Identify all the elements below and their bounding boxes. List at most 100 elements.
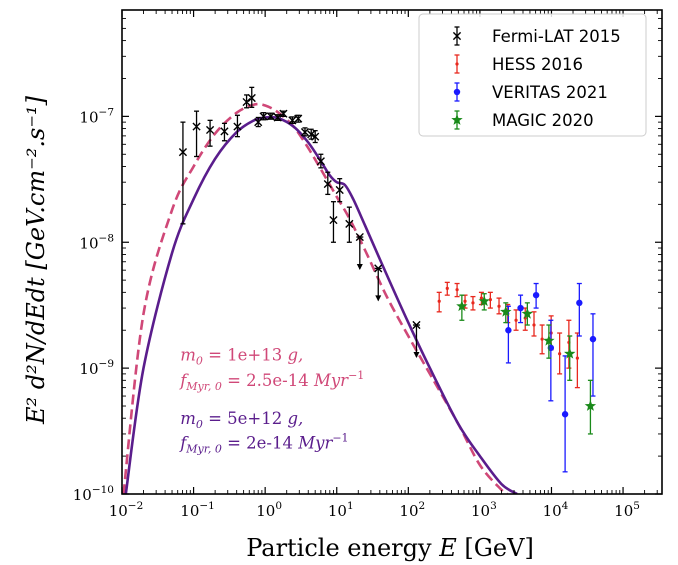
annot-dashed-m0: m0 = 1e+13 g,	[180, 345, 303, 367]
tick-base: 10	[471, 502, 490, 520]
data-point	[192, 110, 201, 158]
legend-entry: HESS 2016	[454, 54, 583, 74]
point-marker	[279, 109, 288, 118]
tick-base: 10	[109, 502, 128, 520]
point-marker	[247, 93, 256, 103]
data-point	[513, 309, 519, 331]
series-hess-2016	[436, 281, 580, 389]
tick-exponent: −9	[99, 358, 114, 370]
point-marker	[437, 299, 441, 303]
x-tick-label: 10−2	[109, 500, 144, 520]
point-marker	[259, 112, 268, 121]
legend: Fermi-LAT 2015 HESS 2016 VERITAS 2021 MAGIC…	[418, 13, 647, 137]
point-marker	[558, 352, 562, 356]
point-marker	[412, 320, 421, 330]
data-point	[531, 311, 537, 337]
annot-symbol: m	[180, 345, 196, 364]
legend-box	[418, 13, 647, 137]
legend-marker	[455, 62, 459, 66]
point-marker	[456, 300, 468, 312]
series-fermi-lat-2015	[178, 86, 421, 359]
tick-base: 10	[328, 502, 347, 520]
data-point	[564, 335, 576, 381]
data-point	[561, 355, 569, 473]
point-marker	[273, 113, 282, 122]
annot-superscript: −1	[348, 369, 364, 382]
x-axis-label: Particle energy E [GeV]	[246, 534, 534, 562]
legend-marker	[451, 114, 463, 125]
annot-dashed-f: fMyr, 0 = 2.5e-14 Myr−1	[178, 369, 364, 393]
data-point	[584, 379, 597, 435]
model-dashed-curve	[122, 102, 508, 494]
annot-symbol: f	[178, 371, 189, 390]
annot-unit: g,	[288, 345, 304, 364]
tick-exponent: −7	[99, 106, 114, 118]
data-point	[345, 206, 354, 243]
tick-base: 10	[79, 360, 98, 378]
data-point	[412, 320, 421, 359]
axes: 10−2 10−1 100 101 102 103 104 10510−1010−910−81…	[73, 9, 663, 520]
point-marker	[478, 295, 490, 307]
tick-base: 10	[614, 502, 633, 520]
point-marker	[355, 232, 364, 242]
point-marker	[323, 179, 332, 189]
upper-limit-arrow	[413, 352, 420, 359]
point-marker	[497, 304, 501, 308]
data-point	[470, 295, 476, 311]
point-marker	[316, 157, 325, 166]
x-axis-label-var: E	[438, 534, 457, 562]
point-marker	[505, 327, 512, 334]
series-magic-2020	[456, 293, 597, 435]
data-point	[316, 153, 325, 169]
data-point	[444, 281, 450, 296]
point-marker	[335, 185, 344, 195]
point-marker	[463, 299, 467, 303]
annot-subscript: 0	[196, 418, 203, 431]
point-marker	[266, 112, 275, 121]
annot-unit: Myr	[313, 371, 349, 390]
annot-solid-m0: m0 = 5e+12 g,	[180, 409, 303, 431]
annot-solid-f: fMyr, 0 = 2e-14 Myr−1	[178, 431, 348, 455]
point-marker	[455, 288, 459, 292]
model-annotations: m0 = 1e+13 g,fMyr, 0 = 2.5e-14 Myr−1m0 =…	[178, 345, 364, 455]
point-marker	[532, 291, 540, 299]
point-marker	[532, 323, 536, 327]
x-tick-label: 102	[399, 500, 425, 520]
point-marker	[307, 130, 316, 139]
data-point	[539, 324, 545, 355]
x-tick-label: 105	[614, 500, 640, 520]
point-marker	[178, 148, 188, 157]
x-axis-label-prefix: Particle energy	[246, 534, 439, 562]
point-marker	[374, 264, 383, 273]
legend-label: MAGIC 2020	[492, 111, 594, 130]
data-point	[521, 302, 533, 326]
point-marker	[543, 334, 555, 346]
point-marker	[242, 97, 251, 107]
data-point	[374, 264, 383, 302]
data-point	[532, 282, 540, 309]
tick-base: 10	[79, 108, 98, 126]
upper-limit-arrow	[375, 295, 382, 302]
tick-base: 10	[399, 502, 418, 520]
annot-symbol: m	[180, 409, 196, 428]
tick-base: 10	[256, 502, 275, 520]
x-tick-label: 101	[328, 500, 354, 520]
point-marker	[564, 347, 576, 359]
tick-base: 10	[73, 486, 92, 504]
annot-superscript: −1	[332, 431, 348, 444]
point-marker	[589, 335, 597, 343]
tick-exponent: 5	[633, 500, 640, 512]
y-tick-label: 10−8	[79, 232, 114, 252]
data-point	[247, 86, 256, 108]
data-point	[178, 121, 188, 225]
data-point	[589, 313, 597, 397]
x-tick-label: 10−1	[180, 500, 215, 520]
point-marker	[345, 219, 354, 228]
data-point	[266, 112, 275, 121]
annot-value: = 1e+13	[203, 345, 288, 364]
point-marker	[514, 318, 518, 322]
x-tick-label: 103	[471, 500, 497, 520]
data-point	[574, 332, 580, 389]
data-point	[279, 109, 288, 118]
data-point	[205, 119, 215, 147]
